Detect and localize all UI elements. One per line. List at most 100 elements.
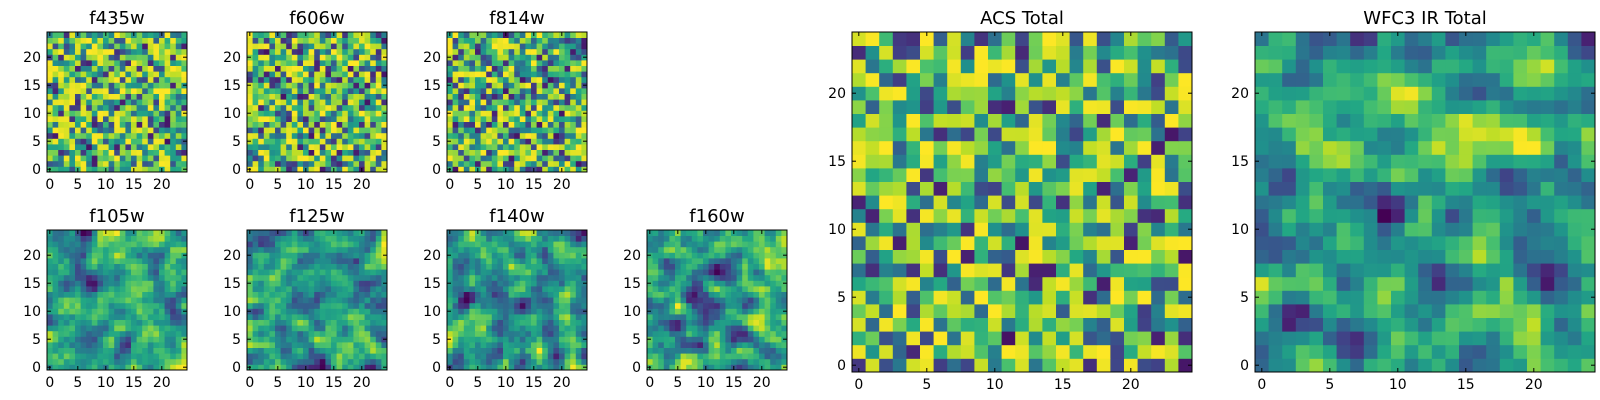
heatmap-cell xyxy=(136,104,143,111)
heatmap-cell xyxy=(303,82,309,89)
heatmap-cell xyxy=(381,99,388,106)
heatmap-cell xyxy=(258,336,265,343)
heatmap-cell xyxy=(480,235,487,242)
heatmap-cell xyxy=(286,308,293,315)
heatmap-cell xyxy=(303,258,309,264)
heatmap-cell xyxy=(652,252,659,259)
heatmap-cell xyxy=(258,280,265,287)
heatmap-cell xyxy=(80,104,87,111)
heatmap-cell xyxy=(531,37,537,44)
heatmap-cell xyxy=(342,149,349,156)
heatmap-cell xyxy=(114,342,121,348)
heatmap-cell xyxy=(136,65,143,72)
heatmap-cell xyxy=(647,291,653,298)
heatmap-cell xyxy=(547,160,554,167)
heatmap-cell xyxy=(286,71,293,78)
heatmap-cell xyxy=(153,319,160,326)
heatmap-cell xyxy=(319,110,326,117)
heatmap-cell xyxy=(147,325,154,332)
heatmap-cell xyxy=(892,236,907,250)
heatmap-cell xyxy=(86,252,93,259)
heatmap-cell xyxy=(286,82,293,89)
heatmap-cell xyxy=(153,132,160,139)
heatmap-cell xyxy=(263,235,270,242)
heatmap-cell xyxy=(258,48,265,55)
heatmap-cell xyxy=(680,314,687,320)
heatmap-cell xyxy=(297,319,304,326)
heatmap-cell xyxy=(275,65,281,72)
heatmap-cell xyxy=(131,82,137,89)
heatmap-cell xyxy=(1042,222,1057,237)
heatmap-cell xyxy=(658,308,665,315)
heatmap-cell xyxy=(308,121,315,128)
heatmap-cell xyxy=(170,263,177,270)
heatmap-cell xyxy=(142,132,149,139)
heatmap-cell xyxy=(280,263,287,270)
heatmap-cell xyxy=(153,43,160,50)
heatmap-cell xyxy=(252,358,259,365)
heatmap-cell xyxy=(170,54,177,61)
heatmap-cell xyxy=(570,336,577,343)
x-tick-label: 5 xyxy=(473,177,482,193)
heatmap-cell xyxy=(347,258,354,264)
heatmap-cell xyxy=(136,121,143,128)
heatmap-cell xyxy=(314,246,321,253)
heatmap-cell xyxy=(647,330,653,337)
heatmap-cell xyxy=(263,252,270,259)
heatmap-cell xyxy=(1083,331,1098,346)
heatmap-cell xyxy=(447,76,453,83)
heatmap-cell xyxy=(375,76,382,83)
heatmap-cell xyxy=(469,121,476,128)
heatmap-cell xyxy=(447,286,453,292)
heatmap-cell xyxy=(347,269,354,276)
heatmap-cell xyxy=(770,274,777,281)
heatmap-cell xyxy=(452,76,459,83)
heatmap-cell xyxy=(153,342,160,348)
heatmap-cell xyxy=(170,280,177,287)
heatmap-cell xyxy=(52,258,59,264)
heatmap-cell xyxy=(331,93,337,100)
heatmap-cell xyxy=(308,353,315,360)
heatmap-cell xyxy=(542,314,549,320)
heatmap-cell xyxy=(581,246,588,253)
heatmap-cell xyxy=(781,246,788,253)
heatmap-cell xyxy=(147,88,154,94)
heatmap-cell xyxy=(170,336,177,343)
heatmap-cell xyxy=(275,319,281,326)
heatmap-cell xyxy=(503,353,509,360)
heatmap-cell xyxy=(960,358,975,373)
heatmap-cell xyxy=(1083,249,1098,264)
heatmap-cell xyxy=(280,132,287,139)
heatmap-cell xyxy=(486,155,493,162)
heatmap-cell xyxy=(714,286,721,292)
heatmap-cell xyxy=(336,235,343,242)
heatmap-cell xyxy=(103,263,109,270)
heatmap-cell xyxy=(719,263,726,270)
heatmap-cell xyxy=(1001,304,1016,318)
heatmap-cell xyxy=(308,274,315,281)
heatmap-cell xyxy=(536,274,543,281)
heatmap-cell xyxy=(1110,344,1125,359)
heatmap-cell xyxy=(336,121,343,128)
x-tick-label: 0 xyxy=(445,177,454,193)
heatmap-cell xyxy=(469,269,476,276)
heatmap-cell xyxy=(686,258,693,264)
heatmap-cell xyxy=(119,82,126,89)
heatmap-cell xyxy=(370,246,377,253)
heatmap-cell xyxy=(103,82,109,89)
heatmap-cell xyxy=(570,76,577,83)
heatmap-cell xyxy=(75,263,81,270)
heatmap-cell xyxy=(781,241,788,248)
heatmap-cell xyxy=(342,71,349,78)
heatmap-cell xyxy=(753,353,760,360)
heatmap-cell xyxy=(542,166,549,173)
heatmap-cell xyxy=(658,280,665,287)
heatmap-cell xyxy=(559,160,565,167)
heatmap-cell xyxy=(525,93,532,100)
heatmap-cell xyxy=(1137,222,1152,237)
heatmap-cell xyxy=(325,269,332,276)
heatmap-cell xyxy=(463,297,470,304)
heatmap-cell xyxy=(452,319,459,326)
heatmap-cell xyxy=(80,297,87,304)
